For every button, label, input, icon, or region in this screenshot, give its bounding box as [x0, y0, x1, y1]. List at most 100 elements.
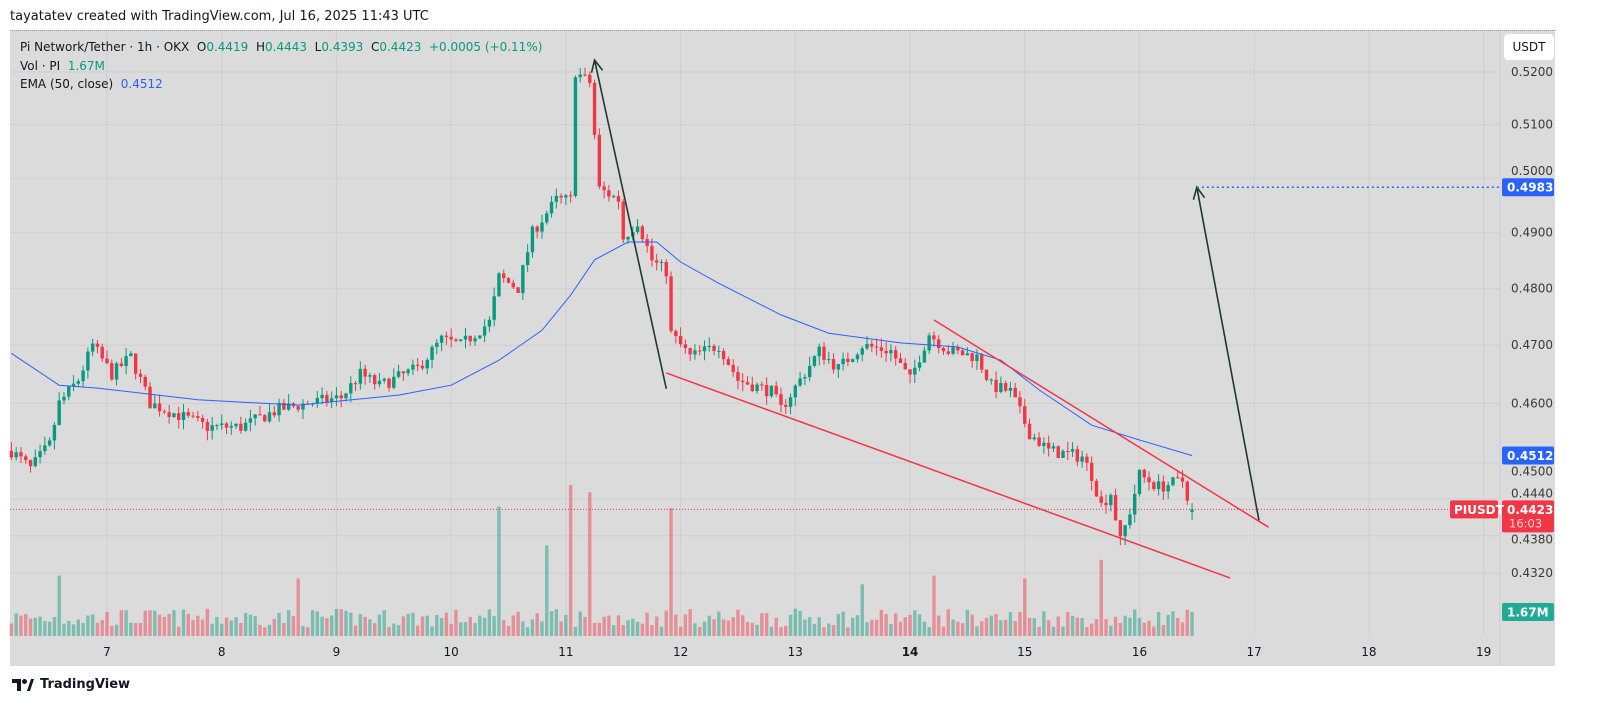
volume-bar	[277, 612, 281, 636]
current-price-label: 0.4423	[1507, 503, 1553, 517]
candle-body	[683, 344, 688, 349]
volume-bar	[860, 584, 864, 636]
volume-bar	[525, 627, 530, 636]
candle-body	[1061, 451, 1065, 458]
volume-bar	[253, 616, 257, 636]
volume-bar	[57, 575, 61, 636]
candle-body	[224, 423, 229, 428]
candle-body	[267, 412, 272, 422]
candle-body	[521, 265, 525, 293]
volume-bar	[994, 613, 998, 636]
volume-bar	[200, 619, 205, 636]
candle-body	[33, 457, 37, 467]
legend-volume-row: Vol · PI 1.67M	[20, 57, 542, 76]
volume-bar	[540, 621, 544, 636]
volume-bar	[38, 616, 42, 636]
candle-body	[186, 412, 190, 416]
candle-body	[937, 339, 941, 349]
candle-body	[196, 416, 200, 418]
candle-body	[535, 226, 539, 232]
volume-bar	[430, 626, 434, 636]
candle-body	[473, 338, 477, 342]
candle-body	[114, 363, 119, 380]
volume-bar	[1032, 618, 1037, 636]
volume-bar	[220, 623, 224, 636]
candle-body	[822, 346, 826, 361]
candle-body	[870, 343, 874, 347]
candle-body	[999, 383, 1003, 393]
x-tick-label: 15	[1017, 645, 1032, 659]
candle-body	[76, 381, 81, 384]
chart-legend: Pi Network/Tether · 1h · OKX O0.4419 H0.…	[20, 38, 542, 94]
candle-body	[554, 195, 559, 202]
volume-bar	[425, 615, 429, 636]
volume-bar	[1166, 615, 1170, 636]
candle-body	[731, 364, 735, 373]
candle-body	[664, 262, 668, 277]
low-value: 0.4393	[321, 40, 364, 54]
volume-bar	[655, 616, 659, 636]
candle-body	[1156, 481, 1161, 490]
chart-pane[interactable]	[10, 30, 1555, 666]
x-tick-label: 12	[673, 645, 688, 659]
candle-body	[334, 395, 339, 399]
volume-bar	[291, 616, 296, 636]
volume-bar	[898, 621, 903, 636]
candle-body	[1185, 481, 1189, 501]
close-label: C	[370, 40, 380, 54]
volume-bar	[9, 623, 14, 636]
volume-bar	[1133, 609, 1137, 636]
tradingview-logo[interactable]: TradingView	[12, 677, 130, 692]
candle-body	[1133, 494, 1137, 515]
volume-bar	[1018, 611, 1022, 636]
volume-bar	[1161, 624, 1166, 636]
volume-bar	[621, 625, 625, 636]
candle-body	[559, 195, 563, 198]
candle-body	[1080, 456, 1084, 462]
volume-bar	[707, 615, 711, 636]
volume-bar	[1152, 626, 1156, 636]
volume-bar	[1180, 622, 1185, 636]
candle-body	[913, 367, 917, 375]
volume-bar	[459, 622, 463, 636]
candle-body	[674, 330, 678, 336]
volume-bar	[24, 614, 28, 636]
candle-body	[449, 336, 453, 340]
candle-body	[669, 276, 673, 331]
candle-body	[1118, 520, 1123, 537]
tradingview-logo-icon	[12, 678, 34, 691]
candle-body	[439, 335, 444, 343]
candle-body	[425, 359, 429, 369]
x-tick-label: 16	[1132, 645, 1147, 659]
volume-bar	[33, 617, 37, 636]
volume-bar	[497, 506, 501, 636]
candle-body	[760, 384, 764, 386]
volume-bar	[946, 609, 950, 636]
x-tick-label: 9	[333, 645, 341, 659]
volume-bar	[549, 611, 554, 636]
candle-body	[90, 343, 95, 352]
volume-bar	[372, 623, 377, 636]
volume-bar	[1128, 617, 1132, 636]
volume-bar	[717, 611, 721, 636]
candle-body	[922, 350, 927, 363]
volume-bar	[334, 608, 339, 636]
volume-bar	[148, 610, 152, 636]
candle-body	[205, 421, 210, 431]
volume-bar	[344, 610, 348, 636]
candle-body	[1152, 482, 1156, 490]
volume-bar	[889, 623, 893, 636]
volume-bar	[965, 609, 970, 636]
volume-bar	[956, 621, 960, 636]
volume-bar	[411, 612, 415, 636]
candle-body	[382, 378, 386, 381]
candle-body	[52, 424, 57, 441]
volume-bar	[349, 612, 353, 636]
volume-bar	[564, 615, 568, 636]
volume-bar	[210, 623, 214, 636]
volume-bar	[138, 622, 143, 636]
candle-body	[626, 236, 630, 240]
candle-body	[975, 354, 979, 362]
currency-button[interactable]: USDT	[1504, 34, 1554, 60]
